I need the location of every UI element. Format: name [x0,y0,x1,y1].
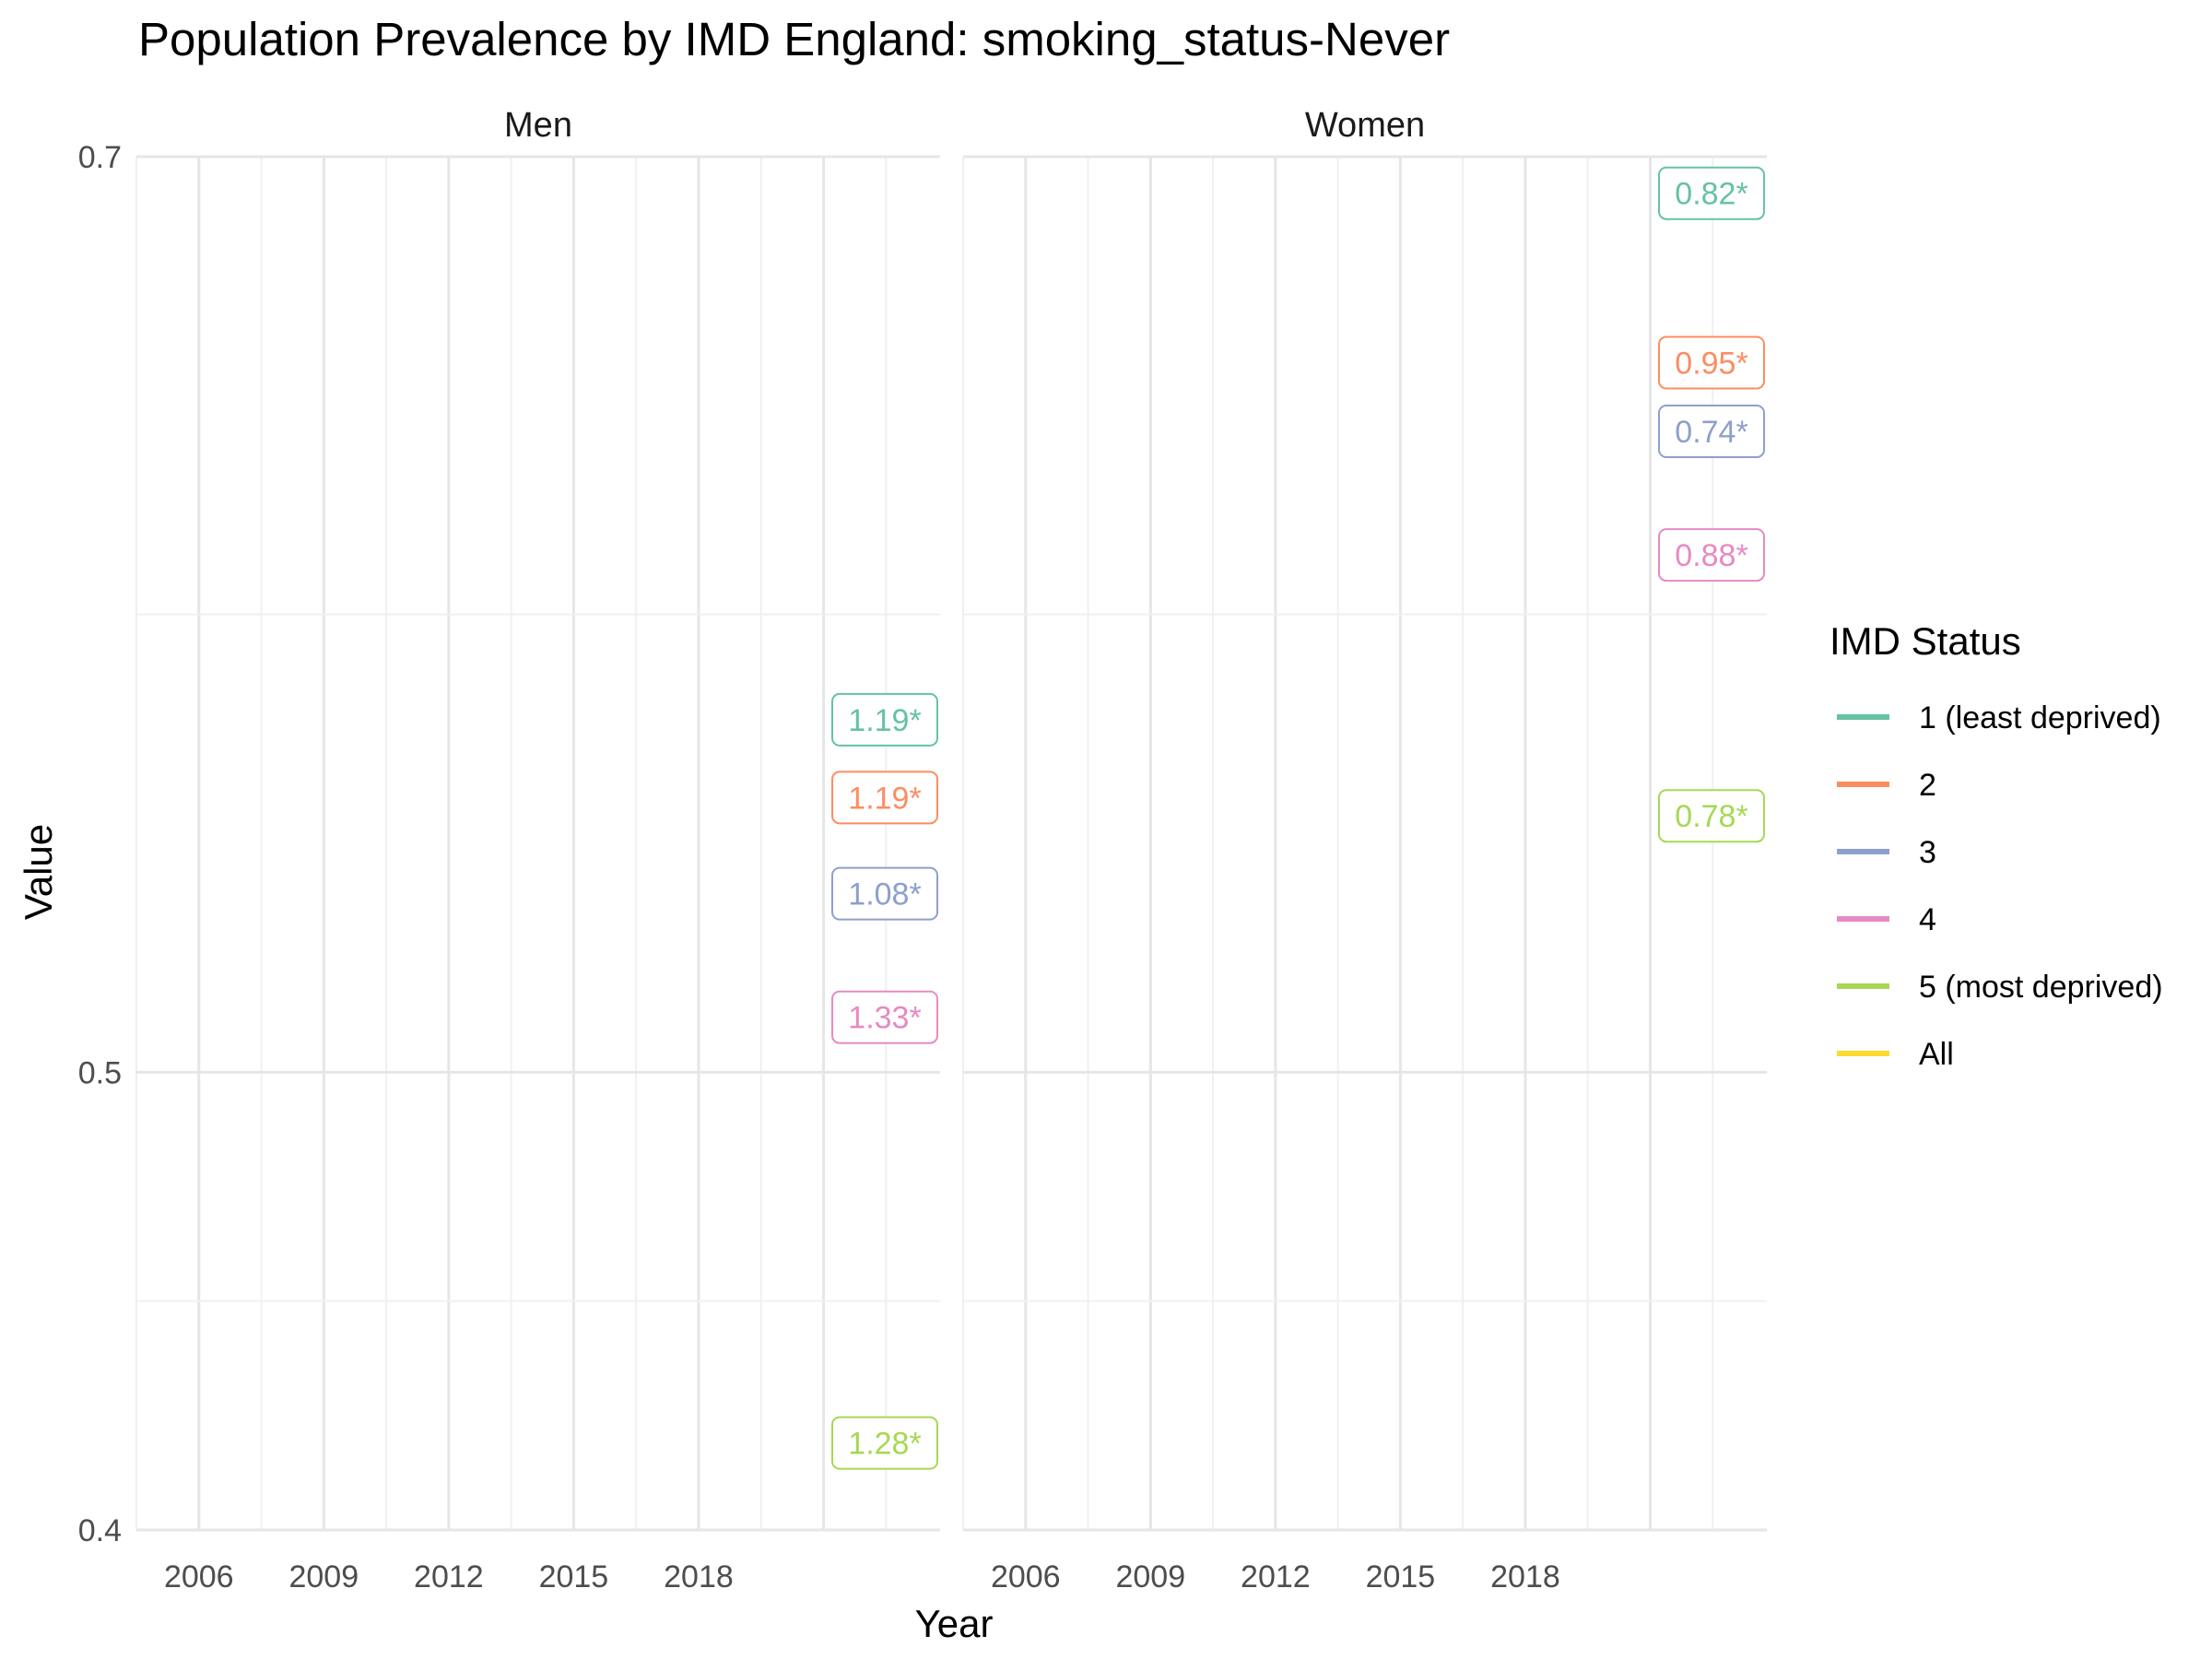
value-label: 1.19* [848,703,921,738]
legend-entry: 1 (least deprived) [1837,700,2161,735]
value-label-group: 1.19* [831,692,938,747]
value-label: 1.28* [848,1427,921,1462]
value-label-box [831,1416,938,1470]
legend: IMD Status 1 (least deprived) 2 3 4 5 (most … [1830,619,2163,1072]
value-label-box [1658,789,1765,843]
value-label-box [1658,528,1765,582]
value-label: 1.19* [848,781,921,816]
legend-label: 5 (most deprived) [1919,970,2163,1005]
x-tick-label: 2006 [991,1559,1061,1594]
x-axis-title: Year [915,1602,994,1645]
value-label-group: 0.74* [1658,405,1765,458]
value-label: 0.78* [1675,799,1747,834]
legend-entry: 5 (most deprived) [1837,970,2163,1005]
x-tick-label: 2018 [1490,1559,1560,1594]
facet-panels: Men 2006 2009 2012 2015 2018 0.4 0.5 0.7 1.19* 1.1… [78,106,1767,1594]
y-tick-label: 0.4 [78,1513,122,1548]
legend-title: IMD Status [1830,619,2021,663]
x-tick-label: 2009 [288,1559,359,1594]
legend-label: 2 [1919,768,1936,803]
legend-label: 4 [1919,902,1936,937]
legend-entry: 2 [1837,768,1936,803]
value-label: 1.08* [848,877,921,912]
value-label-group: 1.28* [831,1416,938,1470]
value-label: 0.82* [1675,177,1747,212]
value-label-box [1658,335,1765,390]
value-label: 0.95* [1675,347,1747,382]
x-tick-label: 2006 [164,1559,234,1594]
panel-men: Men 2006 2009 2012 2015 2018 0.4 0.5 0.7 1.19* 1.1… [78,106,940,1594]
value-label-group: 1.08* [831,866,938,921]
value-label-group: 1.33* [831,990,938,1044]
legend-label: All [1919,1037,1954,1072]
value-label-box [831,692,938,747]
legend-label: 1 (least deprived) [1919,700,2161,735]
value-label-box [831,990,938,1044]
y-tick-label: 0.5 [78,1055,122,1090]
value-label: 1.33* [848,1001,921,1036]
chart-title: Population Prevalence by IMD England: sm… [138,13,1450,65]
value-label-group: 0.88* [1658,528,1765,582]
value-label-group: 0.78* [1658,789,1765,843]
y-tick-label: 0.7 [78,140,122,175]
value-label-group: 1.19* [831,771,938,825]
value-label-box [1658,405,1765,458]
legend-entry: 4 [1837,902,1936,937]
x-tick-label: 2012 [1241,1559,1311,1594]
legend-label: 3 [1919,835,1936,870]
legend-entry: 3 [1837,835,1936,870]
x-tick-label: 2012 [414,1559,484,1594]
value-label-group: 0.82* [1658,166,1765,220]
facet-label: Men [504,106,572,145]
value-label-box [1658,166,1765,220]
x-tick-label: 2009 [1115,1559,1185,1594]
value-label: 0.88* [1675,538,1747,573]
facet-label: Women [1305,106,1425,145]
value-label-box [831,771,938,825]
y-axis-title: Value [17,824,60,920]
legend-entry: All [1837,1037,1954,1072]
value-label: 0.74* [1675,415,1747,450]
x-tick-label: 2018 [664,1559,734,1594]
x-tick-label: 2015 [1366,1559,1436,1594]
value-label-group: 0.95* [1658,335,1765,390]
value-label-box [831,866,938,921]
x-tick-label: 2015 [539,1559,609,1594]
panel-women: Women 2006 2009 2012 2015 2018 0.82* 0.95* 0.74*… [962,106,1767,1594]
